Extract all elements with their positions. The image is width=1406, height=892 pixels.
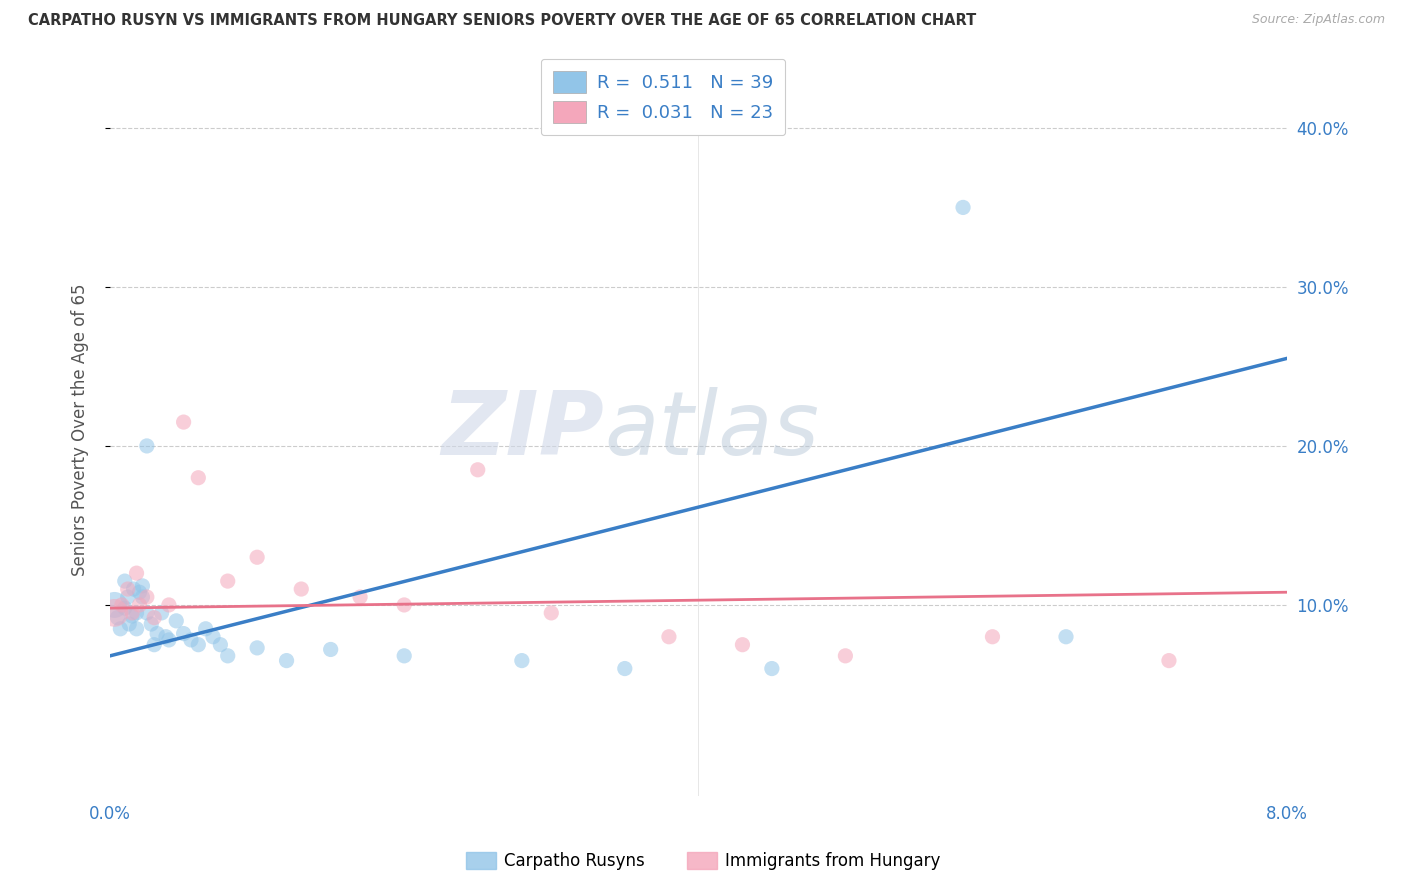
- Legend: Carpatho Rusyns, Immigrants from Hungary: Carpatho Rusyns, Immigrants from Hungary: [460, 845, 946, 877]
- Point: [217, 574, 239, 588]
- Point: [731, 638, 754, 652]
- Point: [981, 630, 1004, 644]
- Point: [118, 617, 141, 632]
- Text: Source: ZipAtlas.com: Source: ZipAtlas.com: [1251, 13, 1385, 27]
- Point: [110, 622, 132, 636]
- Point: [107, 610, 129, 624]
- Point: [349, 590, 371, 604]
- Text: CARPATHO RUSYN VS IMMIGRANTS FROM HUNGARY SENIORS POVERTY OVER THE AGE OF 65 COR: CARPATHO RUSYN VS IMMIGRANTS FROM HUNGAR…: [28, 13, 976, 29]
- Point: [150, 606, 173, 620]
- Point: [157, 598, 180, 612]
- Point: [658, 630, 681, 644]
- Point: [187, 471, 209, 485]
- Point: [157, 632, 180, 647]
- Point: [202, 630, 225, 644]
- Point: [246, 550, 269, 565]
- Point: [540, 606, 562, 620]
- Point: [165, 614, 187, 628]
- Point: [1054, 630, 1077, 644]
- Point: [131, 590, 153, 604]
- Point: [510, 654, 533, 668]
- Point: [143, 610, 166, 624]
- Point: [173, 415, 195, 429]
- Point: [187, 638, 209, 652]
- Point: [209, 638, 232, 652]
- Point: [834, 648, 856, 663]
- Point: [121, 606, 143, 620]
- Y-axis label: Seniors Poverty Over the Age of 65: Seniors Poverty Over the Age of 65: [72, 284, 89, 576]
- Point: [276, 654, 298, 668]
- Text: ZIP: ZIP: [441, 386, 605, 474]
- Point: [135, 439, 157, 453]
- Point: [1157, 654, 1180, 668]
- Point: [194, 622, 217, 636]
- Point: [146, 626, 169, 640]
- Point: [952, 201, 974, 215]
- Point: [125, 606, 148, 620]
- Point: [125, 622, 148, 636]
- Point: [217, 648, 239, 663]
- Point: [135, 606, 157, 620]
- Point: [319, 642, 342, 657]
- Point: [114, 601, 136, 615]
- Point: [173, 626, 195, 640]
- Point: [141, 617, 163, 632]
- Point: [290, 582, 312, 596]
- Point: [128, 598, 150, 612]
- Point: [122, 582, 145, 596]
- Point: [180, 632, 202, 647]
- Point: [125, 566, 148, 581]
- Point: [117, 590, 139, 604]
- Point: [143, 638, 166, 652]
- Point: [111, 598, 134, 612]
- Point: [467, 463, 489, 477]
- Point: [114, 574, 136, 588]
- Point: [121, 609, 143, 624]
- Point: [103, 598, 125, 612]
- Point: [246, 640, 269, 655]
- Point: [135, 590, 157, 604]
- Point: [103, 606, 125, 620]
- Text: atlas: atlas: [605, 387, 820, 473]
- Point: [613, 661, 636, 675]
- Legend: R =  0.511   N = 39, R =  0.031   N = 23: R = 0.511 N = 39, R = 0.031 N = 23: [541, 59, 786, 136]
- Point: [761, 661, 783, 675]
- Point: [392, 598, 415, 612]
- Point: [117, 582, 139, 596]
- Point: [128, 585, 150, 599]
- Point: [131, 579, 153, 593]
- Point: [392, 648, 415, 663]
- Point: [155, 630, 177, 644]
